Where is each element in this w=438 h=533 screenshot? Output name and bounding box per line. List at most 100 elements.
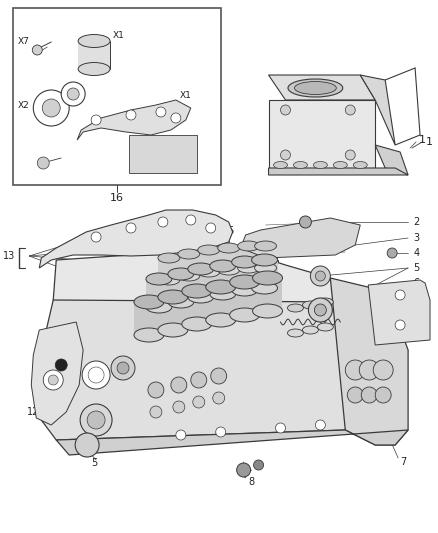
Ellipse shape xyxy=(182,284,212,298)
Ellipse shape xyxy=(146,273,172,285)
Text: X2: X2 xyxy=(18,101,29,109)
Polygon shape xyxy=(253,278,283,311)
Text: 12: 12 xyxy=(27,407,39,417)
Polygon shape xyxy=(198,250,220,272)
Ellipse shape xyxy=(333,161,347,168)
Circle shape xyxy=(280,150,290,160)
Ellipse shape xyxy=(78,62,110,76)
Circle shape xyxy=(75,433,99,457)
Circle shape xyxy=(345,105,355,115)
Text: 9: 9 xyxy=(111,361,117,371)
Ellipse shape xyxy=(287,304,304,312)
Ellipse shape xyxy=(158,323,188,337)
Circle shape xyxy=(300,216,311,228)
Ellipse shape xyxy=(230,308,260,322)
Ellipse shape xyxy=(273,161,287,168)
Circle shape xyxy=(61,82,85,106)
Polygon shape xyxy=(254,246,276,268)
Circle shape xyxy=(150,406,162,418)
Ellipse shape xyxy=(178,271,200,281)
Text: 11: 11 xyxy=(33,360,45,370)
Circle shape xyxy=(359,360,379,380)
Polygon shape xyxy=(188,269,214,297)
Polygon shape xyxy=(218,248,240,270)
Ellipse shape xyxy=(78,35,110,47)
Circle shape xyxy=(186,215,196,225)
Ellipse shape xyxy=(134,328,164,342)
Ellipse shape xyxy=(251,282,278,294)
Ellipse shape xyxy=(293,161,307,168)
Polygon shape xyxy=(158,297,188,330)
Text: 1: 1 xyxy=(419,135,426,145)
Ellipse shape xyxy=(158,253,180,263)
Polygon shape xyxy=(39,210,233,268)
Circle shape xyxy=(237,463,251,477)
Circle shape xyxy=(126,223,136,233)
Ellipse shape xyxy=(134,295,164,309)
Ellipse shape xyxy=(253,304,283,318)
Ellipse shape xyxy=(218,265,240,275)
Polygon shape xyxy=(39,300,360,440)
Text: 3: 3 xyxy=(413,233,419,243)
Polygon shape xyxy=(56,430,408,455)
Polygon shape xyxy=(232,262,258,290)
Polygon shape xyxy=(268,75,375,100)
Ellipse shape xyxy=(254,263,276,273)
Ellipse shape xyxy=(178,249,200,259)
Polygon shape xyxy=(134,302,164,335)
Ellipse shape xyxy=(251,254,278,266)
Text: 14: 14 xyxy=(185,228,197,238)
Circle shape xyxy=(347,387,363,403)
Polygon shape xyxy=(268,100,375,168)
Ellipse shape xyxy=(302,326,318,334)
Polygon shape xyxy=(368,280,430,345)
Text: X1: X1 xyxy=(180,91,192,100)
Ellipse shape xyxy=(218,243,240,253)
Ellipse shape xyxy=(206,313,236,327)
Circle shape xyxy=(345,150,355,160)
Polygon shape xyxy=(53,248,340,335)
Ellipse shape xyxy=(198,267,220,277)
Circle shape xyxy=(315,420,325,430)
Text: 16: 16 xyxy=(110,193,124,203)
Ellipse shape xyxy=(210,260,236,272)
Text: X7: X7 xyxy=(18,37,29,46)
Ellipse shape xyxy=(158,275,180,285)
Circle shape xyxy=(48,375,58,385)
Text: 13: 13 xyxy=(3,251,15,261)
Ellipse shape xyxy=(198,245,220,255)
Circle shape xyxy=(211,368,227,384)
Circle shape xyxy=(395,290,405,300)
Circle shape xyxy=(148,382,164,398)
Circle shape xyxy=(126,110,136,120)
Ellipse shape xyxy=(210,288,236,300)
Circle shape xyxy=(156,107,166,117)
Circle shape xyxy=(173,401,185,413)
Circle shape xyxy=(315,271,325,281)
Polygon shape xyxy=(146,279,172,307)
Circle shape xyxy=(91,232,101,242)
Ellipse shape xyxy=(232,284,258,296)
Circle shape xyxy=(193,396,205,408)
Circle shape xyxy=(117,362,129,374)
Polygon shape xyxy=(77,100,191,140)
Polygon shape xyxy=(330,278,408,445)
Text: 10: 10 xyxy=(65,365,77,375)
Polygon shape xyxy=(168,274,194,302)
Circle shape xyxy=(254,460,264,470)
Polygon shape xyxy=(251,260,278,288)
Text: 4: 4 xyxy=(413,248,419,258)
Bar xyxy=(129,135,197,173)
Circle shape xyxy=(213,392,225,404)
Text: 1: 1 xyxy=(426,137,433,147)
Circle shape xyxy=(32,45,42,55)
Ellipse shape xyxy=(288,79,343,97)
Circle shape xyxy=(345,360,365,380)
Ellipse shape xyxy=(168,268,194,280)
Text: 8: 8 xyxy=(249,477,255,487)
Text: 15: 15 xyxy=(223,226,235,236)
Text: 5: 5 xyxy=(91,458,97,468)
Circle shape xyxy=(80,404,112,436)
Polygon shape xyxy=(210,266,236,294)
Polygon shape xyxy=(375,145,408,175)
